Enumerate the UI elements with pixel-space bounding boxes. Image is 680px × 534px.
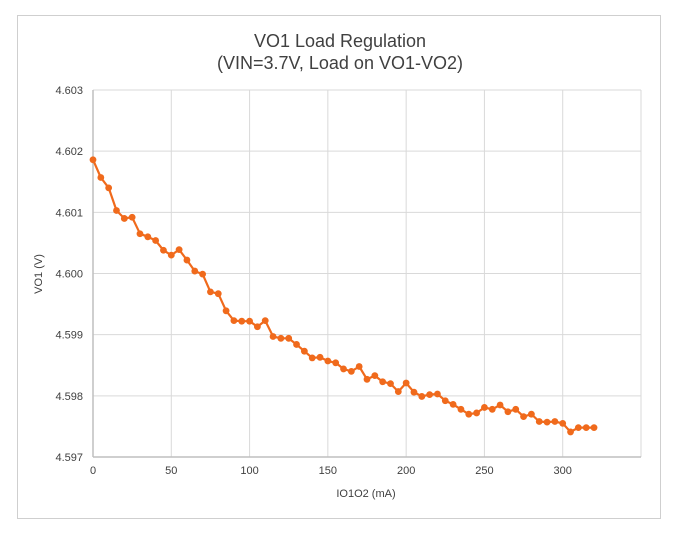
data-point <box>207 288 214 296</box>
data-point <box>246 317 253 325</box>
data-point <box>559 419 567 427</box>
data-point <box>293 341 300 348</box>
series-group <box>89 156 598 436</box>
data-point <box>175 246 183 254</box>
data-point <box>97 174 105 181</box>
data-point <box>222 307 230 315</box>
data-point <box>551 418 559 425</box>
data-point <box>300 347 308 355</box>
data-point <box>457 405 465 413</box>
data-point <box>160 246 167 254</box>
data-point <box>496 401 504 409</box>
data-point <box>105 184 113 192</box>
data-point <box>473 409 480 417</box>
x-tick-label: 100 <box>240 465 258 477</box>
data-point <box>504 408 512 416</box>
y-tick-label: 4.601 <box>55 207 83 219</box>
data-point <box>535 418 543 425</box>
data-point <box>441 397 449 405</box>
data-point <box>567 428 574 436</box>
x-axis-label: IO1O2 (mA) <box>336 488 395 500</box>
data-point <box>418 393 426 400</box>
data-point <box>167 251 175 259</box>
data-point <box>520 413 527 421</box>
data-point <box>89 156 97 164</box>
data-point <box>449 400 457 408</box>
y-tick-label: 4.599 <box>55 330 83 342</box>
chart-title-block: VO1 Load Regulation (VIN=3.7V, Load on V… <box>0 30 680 74</box>
data-point <box>481 404 488 411</box>
x-tick-label: 250 <box>475 465 493 477</box>
data-point <box>512 405 520 413</box>
data-point <box>574 424 582 432</box>
x-tick-label: 150 <box>319 465 337 477</box>
data-point <box>308 354 316 362</box>
chart-subtitle: (VIN=3.7V, Load on VO1-VO2) <box>217 53 463 73</box>
data-point <box>144 233 152 241</box>
data-point <box>183 256 191 264</box>
data-point <box>199 270 207 278</box>
x-tick-label: 0 <box>90 465 96 477</box>
data-point <box>379 378 387 386</box>
y-tick-label: 4.603 <box>55 85 83 97</box>
data-point <box>488 405 496 413</box>
tick-labels: 4.597 4.598 4.599 4.600 4.601 4.602 4.603 0 50 10… <box>55 85 571 477</box>
data-point <box>285 334 293 342</box>
y-tick-label: 4.602 <box>55 146 83 158</box>
data-point <box>136 230 144 238</box>
data-point <box>590 424 598 432</box>
data-point <box>387 380 394 387</box>
data-point <box>394 388 402 395</box>
data-point <box>363 375 371 383</box>
data-point <box>582 424 590 432</box>
data-point <box>269 333 277 340</box>
axes <box>92 90 641 458</box>
x-tick-label: 200 <box>397 465 415 477</box>
data-point <box>410 388 418 396</box>
data-point <box>528 410 535 418</box>
x-tick-label: 50 <box>165 465 177 477</box>
data-point <box>128 213 136 221</box>
data-point <box>120 215 128 222</box>
data-point <box>152 237 160 244</box>
y-tick-label: 4.597 <box>55 452 83 464</box>
data-point <box>543 418 551 426</box>
data-point <box>113 207 120 214</box>
data-point <box>371 372 379 380</box>
data-point <box>340 365 347 373</box>
data-point <box>324 357 332 365</box>
data-point <box>347 367 355 375</box>
data-point <box>426 391 434 399</box>
x-tick-label: 300 <box>554 465 572 477</box>
data-point <box>277 334 285 342</box>
data-point <box>254 323 261 331</box>
chart-title: VO1 Load Regulation <box>253 31 427 51</box>
data-point <box>316 353 324 361</box>
data-point <box>238 317 246 325</box>
data-point <box>332 359 340 367</box>
data-point <box>214 290 222 298</box>
y-tick-label: 4.600 <box>55 269 83 281</box>
data-point <box>355 363 363 370</box>
series-line <box>91 159 594 433</box>
grid-lines <box>93 89 642 457</box>
data-point <box>261 317 269 324</box>
y-tick-label: 4.598 <box>55 391 83 403</box>
data-point <box>191 267 199 275</box>
data-point <box>230 317 238 324</box>
chart-frame <box>17 15 661 519</box>
data-point <box>434 390 441 398</box>
data-point <box>465 410 473 418</box>
data-point <box>402 379 410 387</box>
y-axis-label: VO1 (V) <box>33 254 45 294</box>
